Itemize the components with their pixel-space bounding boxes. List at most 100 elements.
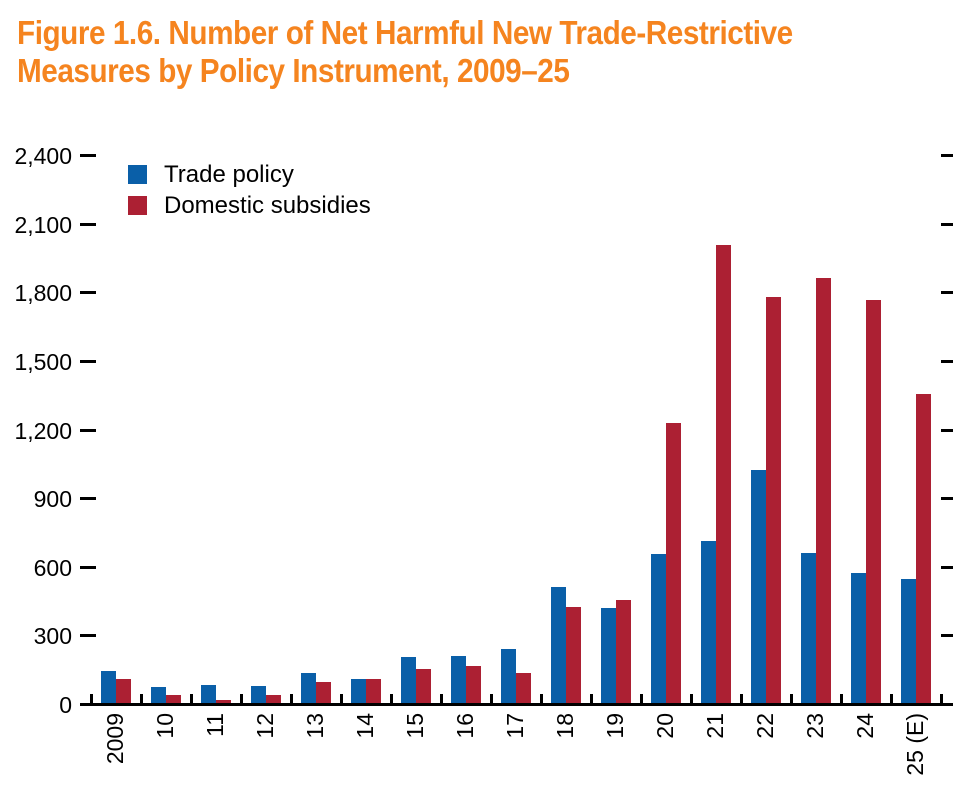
x-axis-tick-icon: [740, 694, 743, 706]
x-axis-tick-icon: [140, 694, 143, 706]
bar-trade-policy-18: [551, 587, 566, 703]
x-axis-label: 11: [202, 713, 228, 737]
x-axis-tick-icon: [440, 694, 443, 706]
bar-domestic-subsidies-17: [516, 673, 531, 703]
bar-domestic-subsidies-19: [616, 600, 631, 703]
x-axis-tick-icon: [690, 694, 693, 706]
y-axis-label: 600: [33, 554, 72, 581]
y-axis-tick-left-icon: [80, 497, 96, 501]
y-axis-label: 0: [59, 692, 72, 718]
y-axis-label: 1,800: [14, 280, 72, 307]
x-axis-tick-icon: [790, 694, 793, 706]
x-axis-label: 2009: [102, 713, 128, 765]
bar-domestic-subsidies-22: [766, 297, 781, 703]
bar-domestic-subsidies-11: [216, 700, 231, 703]
y-axis-tick-right-icon: [941, 291, 953, 295]
bar-domestic-subsidies-10: [166, 695, 181, 703]
x-axis-label: 17: [502, 713, 528, 739]
bar-domestic-subsidies-12: [266, 695, 281, 703]
bar-trade-policy-11: [201, 685, 216, 703]
y-axis-tick-right-icon: [941, 634, 953, 638]
bar-domestic-subsidies-25E: [916, 394, 931, 703]
x-axis-tick-icon: [290, 694, 293, 706]
bar-domestic-subsidies-15: [416, 669, 431, 703]
x-axis-tick-icon: [90, 694, 93, 706]
x-axis-label: 24: [852, 713, 878, 739]
figure-title: Figure 1.6. Number of Net Harmful New Tr…: [17, 14, 793, 90]
x-axis-label: 20: [652, 713, 678, 739]
bar-trade-policy-14: [351, 679, 366, 703]
figure-title-line2: Measures by Policy Instrument, 2009–25: [17, 52, 570, 89]
bar-trade-policy-21: [701, 541, 716, 703]
bar-domestic-subsidies-23: [816, 278, 831, 703]
x-axis-tick-icon: [240, 694, 243, 706]
y-axis-tick-right-icon: [941, 222, 953, 226]
bar-trade-policy-25E: [901, 579, 916, 703]
y-axis-label: 1,500: [14, 348, 72, 375]
y-axis-tick-left-icon: [80, 359, 96, 363]
bar-domestic-subsidies-24: [866, 300, 881, 703]
y-axis-tick-left-icon: [80, 428, 96, 432]
bar-trade-policy-10: [151, 687, 166, 703]
bar-trade-policy-22: [751, 470, 766, 703]
legend-item-trade-policy: Trade policy: [128, 161, 371, 188]
bar-domestic-subsidies-21: [716, 245, 731, 703]
y-axis-tick-right-icon: [941, 703, 953, 706]
y-axis-tick-left-icon: [80, 703, 96, 706]
y-axis-tick-left-icon: [80, 222, 96, 226]
legend-item-domestic-subsidies: Domestic subsidies: [128, 192, 371, 219]
bar-trade-policy-15: [401, 657, 416, 703]
y-axis-tick-left-icon: [80, 634, 96, 638]
legend-swatch-trade-policy-icon: [128, 165, 147, 184]
x-axis-label: 12: [252, 713, 278, 739]
x-axis-label: 21: [702, 713, 728, 739]
x-axis-tick-icon: [490, 694, 493, 706]
bar-trade-policy-12: [251, 686, 266, 703]
bar-domestic-subsidies-2009: [116, 679, 131, 703]
y-axis-tick-right-icon: [941, 154, 953, 157]
x-axis-tick-icon: [390, 694, 393, 706]
bar-domestic-subsidies-16: [466, 666, 481, 703]
bar-domestic-subsidies-18: [566, 607, 581, 703]
legend-label-trade-policy: Trade policy: [164, 160, 294, 188]
bar-trade-policy-20: [651, 554, 666, 703]
legend-swatch-domestic-subsidies-icon: [128, 196, 147, 215]
x-axis-label: 23: [802, 713, 828, 739]
y-axis-tick-right-icon: [941, 359, 953, 363]
bar-trade-policy-23: [801, 553, 816, 703]
legend-label-domestic-subsidies: Domestic subsidies: [164, 191, 371, 219]
bar-domestic-subsidies-14: [366, 679, 381, 703]
y-axis-label: 1,200: [14, 417, 72, 444]
bar-trade-policy-24: [851, 573, 866, 703]
x-axis-tick-icon: [940, 694, 943, 706]
bar-trade-policy-13: [301, 673, 316, 703]
x-axis-label: 25 (E): [902, 713, 928, 776]
y-axis-tick-left-icon: [80, 291, 96, 295]
figure-title-line1: Figure 1.6. Number of Net Harmful New Tr…: [17, 14, 793, 51]
x-axis-label: 19: [602, 713, 628, 739]
bar-domestic-subsidies-13: [316, 682, 331, 703]
x-axis-tick-icon: [590, 694, 593, 706]
y-axis-tick-right-icon: [941, 565, 953, 569]
x-axis-label: 10: [152, 713, 178, 739]
x-axis-label: 18: [552, 713, 578, 739]
x-axis-label: 16: [452, 713, 478, 739]
x-axis-tick-icon: [540, 694, 543, 706]
y-axis-tick-right-icon: [941, 497, 953, 501]
x-axis-label: 22: [752, 713, 778, 739]
x-axis-label: 14: [352, 713, 378, 739]
bar-trade-policy-2009: [101, 671, 116, 703]
x-axis-tick-icon: [190, 694, 193, 706]
y-axis-label: 900: [33, 486, 72, 513]
y-axis-label: 300: [33, 623, 72, 650]
bar-trade-policy-19: [601, 608, 616, 703]
bar-trade-policy-17: [501, 649, 516, 703]
y-axis-tick-left-icon: [80, 154, 96, 157]
x-axis-label: 13: [302, 713, 328, 739]
x-axis-tick-icon: [840, 694, 843, 706]
y-axis-tick-right-icon: [941, 428, 953, 432]
x-axis-tick-icon: [640, 694, 643, 706]
x-axis-tick-icon: [890, 694, 893, 706]
